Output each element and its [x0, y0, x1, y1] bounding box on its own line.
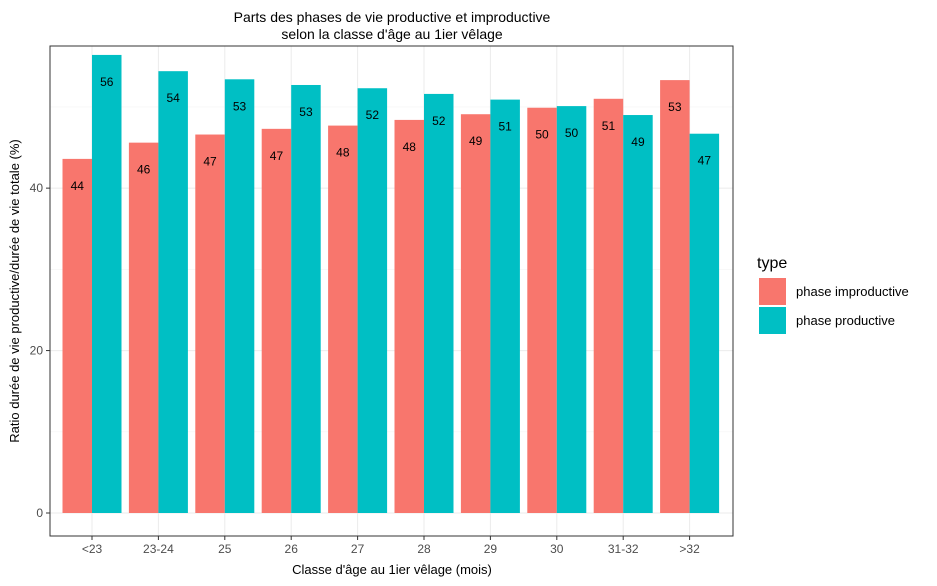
data-label: 48: [403, 140, 417, 154]
bar: [527, 107, 557, 513]
data-label: 53: [233, 99, 247, 113]
x-tick-label: 26: [285, 542, 299, 556]
x-tick-label: 29: [484, 542, 498, 556]
x-tick-label: 23-24: [143, 542, 174, 556]
bar: [593, 98, 624, 513]
bar: [394, 119, 424, 513]
x-tick-label: 25: [218, 542, 232, 556]
data-label: 54: [166, 91, 180, 105]
x-tick-label: <23: [82, 542, 103, 556]
data-label: 44: [71, 179, 85, 193]
y-tick-label: 0: [36, 506, 43, 520]
bar: [623, 115, 653, 513]
chart-subtitle: selon la classe d'âge au 1ier vêlage: [281, 26, 503, 42]
y-tick-label: 40: [30, 181, 44, 195]
bar: [158, 71, 188, 513]
chart-title: Parts des phases de vie productive et im…: [234, 9, 551, 25]
legend-swatch: [759, 278, 786, 305]
data-label: 47: [698, 154, 712, 168]
bar: [92, 54, 122, 514]
y-axis-label: Ratio durée de vie productive/durée de v…: [7, 139, 22, 443]
bar: [62, 158, 92, 513]
bar: [689, 133, 720, 513]
bar: [357, 88, 388, 514]
bar: [224, 79, 255, 513]
x-axis: <23 23-24 25 26 27 28 29 30 31-32 >32: [82, 536, 700, 556]
data-label: 50: [565, 126, 579, 140]
bar: [490, 99, 520, 513]
bars: [62, 54, 720, 514]
data-label: 47: [270, 149, 284, 163]
data-label: 53: [299, 105, 313, 119]
x-tick-label: 30: [550, 542, 564, 556]
x-tick-label: >32: [679, 542, 700, 556]
y-tick-label: 20: [30, 344, 44, 358]
legend-title: type: [757, 255, 787, 272]
plot-panel: [49, 45, 734, 537]
bar: [660, 80, 690, 514]
legend-swatch: [759, 307, 786, 334]
data-label: 53: [668, 100, 682, 114]
x-tick-label: 28: [417, 542, 431, 556]
x-tick-label: 31-32: [608, 542, 639, 556]
data-label: 52: [366, 108, 380, 122]
y-axis: 0 20 40: [30, 181, 50, 520]
legend: type phase improductive phase productive: [757, 255, 909, 334]
data-label: 47: [203, 155, 217, 169]
bar: [291, 84, 321, 513]
bar: [556, 106, 587, 514]
bar: [195, 134, 225, 513]
bar: [328, 125, 358, 513]
x-tick-label: 27: [351, 542, 365, 556]
bar: [460, 114, 491, 514]
x-axis-label: Classe d'âge au 1ier vêlage (mois): [292, 562, 492, 577]
bar: [261, 128, 292, 513]
data-label: 49: [469, 134, 483, 148]
data-label: 50: [535, 128, 549, 142]
data-label: 51: [498, 120, 512, 134]
bar: [128, 142, 159, 514]
legend-label: phase improductive: [796, 284, 909, 299]
data-label: 52: [432, 114, 446, 128]
data-label: 51: [602, 119, 616, 133]
data-label: 46: [137, 163, 151, 177]
data-labels: 44 56 46 54 47 53 47 53 48 52 48 52 49 51 50 50 51 49 53 47: [71, 75, 712, 193]
data-label: 48: [336, 146, 350, 160]
bar: [424, 93, 454, 513]
data-label: 56: [100, 75, 114, 89]
data-label: 49: [631, 135, 645, 149]
legend-label: phase productive: [796, 313, 895, 328]
